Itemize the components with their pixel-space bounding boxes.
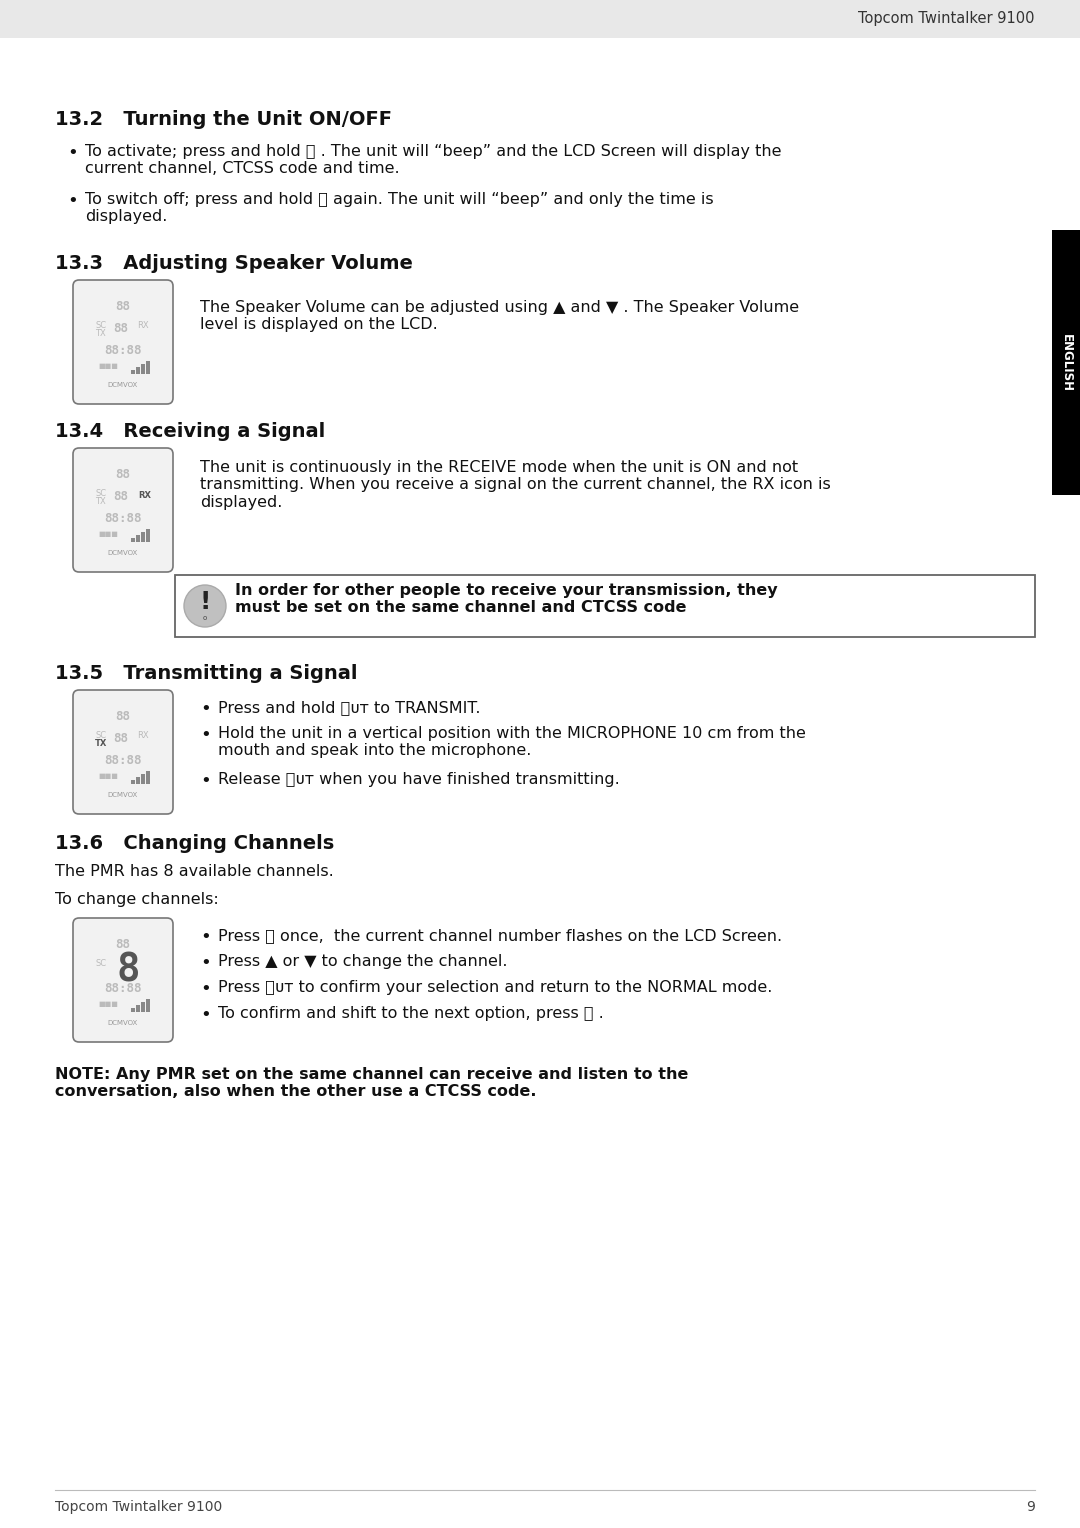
- Text: RX: RX: [137, 732, 149, 741]
- Text: •: •: [200, 772, 211, 790]
- Text: Hold the unit in a vertical position with the MICROPHONE 10 cm from the
mouth an: Hold the unit in a vertical position wit…: [218, 726, 806, 758]
- Text: ■■■: ■■■: [98, 1001, 118, 1007]
- Text: To switch off; press and hold ⓘ again. The unit will “beep” and only the time is: To switch off; press and hold ⓘ again. T…: [85, 193, 714, 225]
- Text: ■■■: ■■■: [98, 532, 118, 536]
- Text: RX: RX: [138, 492, 151, 501]
- Text: Press and hold Ⓟᴜᴛ to TRANSMIT.: Press and hold Ⓟᴜᴛ to TRANSMIT.: [218, 700, 481, 715]
- Bar: [141, 775, 145, 784]
- Text: 13.6   Changing Channels: 13.6 Changing Channels: [55, 834, 334, 853]
- Text: 88: 88: [113, 732, 129, 744]
- Text: 13.5   Transmitting a Signal: 13.5 Transmitting a Signal: [55, 665, 357, 683]
- Text: 88: 88: [116, 709, 131, 723]
- Circle shape: [184, 585, 226, 626]
- Bar: [136, 535, 139, 542]
- Text: SC: SC: [95, 489, 106, 498]
- FancyBboxPatch shape: [73, 918, 173, 1042]
- Text: 88: 88: [113, 489, 129, 503]
- Bar: [136, 1005, 139, 1012]
- Text: DCMVOX: DCMVOX: [108, 1021, 138, 1025]
- Bar: [141, 1002, 145, 1012]
- Bar: [0, 0, 1080, 38]
- Text: 13.2   Turning the Unit ON/OFF: 13.2 Turning the Unit ON/OFF: [55, 110, 392, 128]
- Text: 13.3   Adjusting Speaker Volume: 13.3 Adjusting Speaker Volume: [55, 254, 413, 274]
- Text: SC: SC: [95, 321, 106, 330]
- Text: 88: 88: [116, 938, 131, 950]
- Text: o: o: [203, 614, 207, 620]
- Text: !: !: [200, 590, 211, 614]
- Text: To change channels:: To change channels:: [55, 892, 219, 908]
- Text: ■■■: ■■■: [98, 773, 118, 779]
- Bar: [141, 532, 145, 542]
- Text: 9: 9: [1026, 1500, 1035, 1514]
- Text: The PMR has 8 available channels.: The PMR has 8 available channels.: [55, 863, 334, 879]
- Text: SC: SC: [95, 960, 106, 969]
- Text: •: •: [200, 979, 211, 998]
- Text: RX: RX: [137, 321, 149, 330]
- Text: •: •: [200, 927, 211, 946]
- Text: •: •: [67, 193, 78, 209]
- Text: •: •: [200, 700, 211, 718]
- Bar: [131, 538, 135, 542]
- FancyBboxPatch shape: [73, 448, 173, 571]
- Bar: [131, 1008, 135, 1012]
- Text: To confirm and shift to the next option, press ⓢ .: To confirm and shift to the next option,…: [218, 1005, 604, 1021]
- Text: ■■■: ■■■: [98, 364, 118, 368]
- Text: 88: 88: [116, 299, 131, 313]
- FancyBboxPatch shape: [73, 280, 173, 403]
- Text: SC: SC: [95, 732, 106, 741]
- Text: 88: 88: [113, 321, 129, 335]
- Text: 8: 8: [117, 950, 139, 989]
- Bar: [136, 778, 139, 784]
- Text: 13.4   Receiving a Signal: 13.4 Receiving a Signal: [55, 422, 325, 442]
- Text: To activate; press and hold ⓘ . The unit will “beep” and the LCD Screen will dis: To activate; press and hold ⓘ . The unit…: [85, 144, 782, 176]
- Text: ENGLISH: ENGLISH: [1059, 333, 1072, 391]
- Text: Press ▲ or ▼ to change the channel.: Press ▲ or ▼ to change the channel.: [218, 953, 508, 969]
- Bar: [1052, 231, 1080, 495]
- Text: DCMVOX: DCMVOX: [108, 792, 138, 798]
- Bar: [131, 779, 135, 784]
- Bar: [146, 999, 149, 1012]
- Bar: [131, 370, 135, 374]
- Text: In order for other people to receive your transmission, they
must be set on the : In order for other people to receive you…: [235, 584, 778, 616]
- Text: •: •: [200, 726, 211, 744]
- Text: NOTE: Any PMR set on the same channel can receive and listen to the
conversation: NOTE: Any PMR set on the same channel ca…: [55, 1067, 688, 1100]
- Text: DCMVOX: DCMVOX: [108, 550, 138, 556]
- Bar: [146, 772, 149, 784]
- Text: 88:88: 88:88: [105, 512, 141, 524]
- Text: •: •: [67, 144, 78, 162]
- Text: DCMVOX: DCMVOX: [108, 382, 138, 388]
- Text: 88:88: 88:88: [105, 981, 141, 995]
- FancyBboxPatch shape: [73, 691, 173, 814]
- Text: TX: TX: [95, 498, 106, 506]
- Bar: [175, 575, 1035, 637]
- Text: TX: TX: [95, 740, 107, 749]
- Text: •: •: [200, 953, 211, 972]
- Text: Topcom Twintalker 9100: Topcom Twintalker 9100: [859, 12, 1035, 26]
- Text: The Speaker Volume can be adjusted using ▲ and ▼ . The Speaker Volume
level is d: The Speaker Volume can be adjusted using…: [200, 299, 799, 333]
- Text: TX: TX: [95, 330, 106, 339]
- Text: Press Ⓟᴜᴛ to confirm your selection and return to the NORMAL mode.: Press Ⓟᴜᴛ to confirm your selection and …: [218, 979, 772, 995]
- Bar: [136, 367, 139, 374]
- Text: Press ⓢ once,  the current channel number flashes on the LCD Screen.: Press ⓢ once, the current channel number…: [218, 927, 782, 943]
- Bar: [146, 361, 149, 374]
- Text: 88:88: 88:88: [105, 344, 141, 356]
- Text: 88: 88: [116, 468, 131, 480]
- Text: Topcom Twintalker 9100: Topcom Twintalker 9100: [55, 1500, 222, 1514]
- Text: The unit is continuously in the RECEIVE mode when the unit is ON and not
transmi: The unit is continuously in the RECEIVE …: [200, 460, 831, 510]
- Bar: [141, 364, 145, 374]
- Text: •: •: [200, 1005, 211, 1024]
- Text: 88:88: 88:88: [105, 753, 141, 767]
- Bar: [146, 529, 149, 542]
- Text: Release Ⓟᴜᴛ when you have finished transmitting.: Release Ⓟᴜᴛ when you have finished trans…: [218, 772, 620, 787]
